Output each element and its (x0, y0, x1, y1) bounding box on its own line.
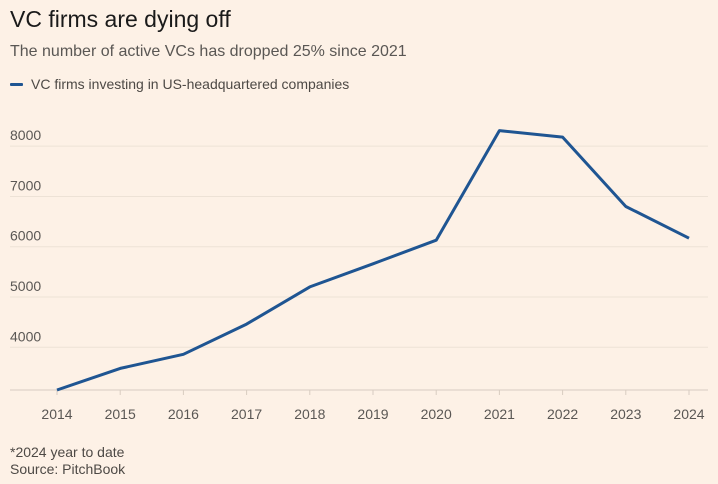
x-tick-label: 2017 (231, 406, 262, 422)
y-tick-label: 4000 (10, 328, 41, 344)
y-tick-label: 5000 (10, 278, 41, 294)
x-tick-label: 2020 (421, 406, 452, 422)
chart-subtitle: The number of active VCs has dropped 25%… (10, 43, 407, 60)
series-line (56, 129, 690, 392)
x-tick-label: 2014 (41, 406, 72, 422)
x-tick-label: 2015 (105, 406, 136, 422)
footnote: *2024 year to date (10, 444, 125, 460)
x-tick-label: 2022 (547, 406, 578, 422)
x-tick-label: 2016 (168, 406, 199, 422)
y-tick-label: 8000 (10, 127, 41, 143)
source-note: Source: PitchBook (10, 461, 126, 477)
legend-swatch (10, 82, 23, 86)
chart-title: VC firms are dying off (10, 6, 231, 32)
chart-footer: *2024 year to date Source: PitchBook (10, 444, 125, 478)
y-tick-label: 7000 (10, 177, 41, 193)
legend-label: VC firms investing in US-headquartered c… (31, 76, 350, 92)
x-tick-label: 2021 (484, 406, 515, 422)
x-tick-label: 2024 (673, 406, 704, 422)
y-tick-label: 6000 (10, 228, 41, 244)
legend: VC firms investing in US-headquartered c… (10, 76, 349, 92)
x-tick-label: 2018 (294, 406, 325, 422)
x-tick-label: 2019 (357, 406, 388, 422)
x-tick-label: 2023 (610, 406, 641, 422)
